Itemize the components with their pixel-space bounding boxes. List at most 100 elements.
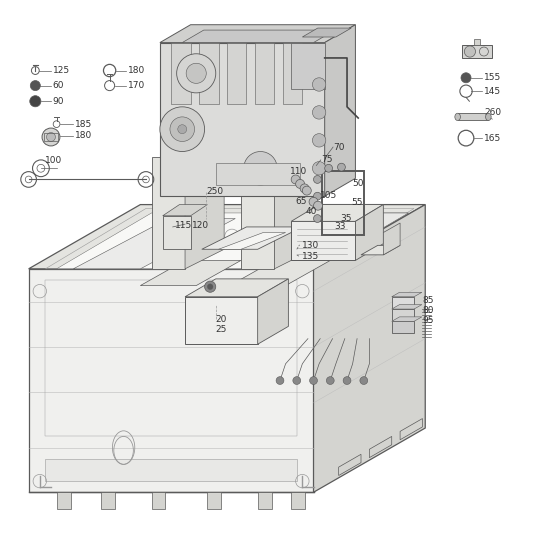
Circle shape [170,117,194,142]
Bar [57,492,71,509]
Text: 185: 185 [75,120,92,129]
Polygon shape [45,459,297,481]
Circle shape [296,179,305,188]
Text: 105: 105 [320,190,338,199]
Text: 145: 145 [484,87,501,96]
Polygon shape [339,454,361,475]
Text: 25: 25 [216,325,227,334]
Circle shape [325,165,333,172]
Circle shape [314,175,321,183]
Text: 130: 130 [302,241,320,250]
Text: 100: 100 [45,156,63,165]
Polygon shape [302,28,351,37]
Polygon shape [291,221,356,260]
Text: 40: 40 [305,207,316,216]
Polygon shape [57,213,408,269]
Text: 70: 70 [333,143,344,152]
Circle shape [309,197,318,206]
Polygon shape [230,260,330,286]
Text: 250: 250 [206,187,223,196]
Text: 135: 135 [302,252,320,261]
Text: 125: 125 [53,66,70,75]
Circle shape [360,377,368,385]
Polygon shape [400,418,422,440]
Circle shape [326,377,334,385]
Text: 65: 65 [295,197,306,206]
Polygon shape [263,213,408,269]
Circle shape [314,192,321,200]
Circle shape [343,377,351,385]
Polygon shape [392,292,422,297]
Polygon shape [152,157,185,269]
Text: 180: 180 [128,66,145,75]
Polygon shape [141,260,241,286]
Polygon shape [29,269,314,492]
Polygon shape [185,297,258,344]
Text: 85: 85 [422,296,434,305]
Text: 110: 110 [290,166,307,176]
Circle shape [30,96,41,107]
Text: 35: 35 [340,214,352,223]
Bar [207,492,221,509]
Text: 115: 115 [175,221,192,230]
Polygon shape [202,227,302,249]
Circle shape [338,164,346,171]
Circle shape [42,128,60,146]
Circle shape [291,175,300,184]
Polygon shape [392,305,422,309]
Polygon shape [29,204,425,269]
Circle shape [244,152,277,185]
Polygon shape [392,309,414,320]
Polygon shape [160,25,356,43]
Text: 75: 75 [321,155,332,165]
Text: 180: 180 [75,132,92,141]
Ellipse shape [455,113,460,120]
Text: 90: 90 [53,97,64,106]
Polygon shape [274,138,314,269]
Bar [152,492,166,509]
Polygon shape [182,30,335,43]
Circle shape [312,134,326,147]
Polygon shape [392,321,414,333]
Polygon shape [218,232,286,249]
Polygon shape [171,43,190,104]
Polygon shape [73,218,235,269]
Circle shape [46,133,55,142]
Circle shape [160,107,204,152]
Polygon shape [185,138,224,269]
Circle shape [186,63,206,83]
Polygon shape [291,43,325,88]
Text: 120: 120 [192,221,209,230]
Text: 60: 60 [53,81,64,90]
Polygon shape [392,317,422,321]
Polygon shape [255,43,274,104]
Text: 33: 33 [334,222,346,231]
Circle shape [464,46,475,57]
Polygon shape [392,297,414,308]
Polygon shape [370,436,392,458]
Polygon shape [474,39,480,45]
Polygon shape [291,204,384,221]
Circle shape [176,54,216,93]
Polygon shape [283,43,302,104]
Text: 95: 95 [422,316,434,325]
Text: 155: 155 [484,73,501,82]
Circle shape [302,186,311,195]
Polygon shape [325,25,356,196]
Circle shape [310,377,318,385]
Circle shape [178,125,186,134]
Circle shape [293,377,301,385]
Bar [291,492,305,509]
Polygon shape [241,157,274,269]
Circle shape [300,184,309,193]
Text: 50: 50 [353,179,364,188]
Polygon shape [361,245,400,255]
Polygon shape [462,45,492,58]
Polygon shape [216,163,300,185]
Bar [101,492,115,509]
Polygon shape [185,279,288,297]
Circle shape [314,201,323,210]
Polygon shape [160,43,325,196]
Polygon shape [356,204,384,260]
Circle shape [276,377,284,385]
